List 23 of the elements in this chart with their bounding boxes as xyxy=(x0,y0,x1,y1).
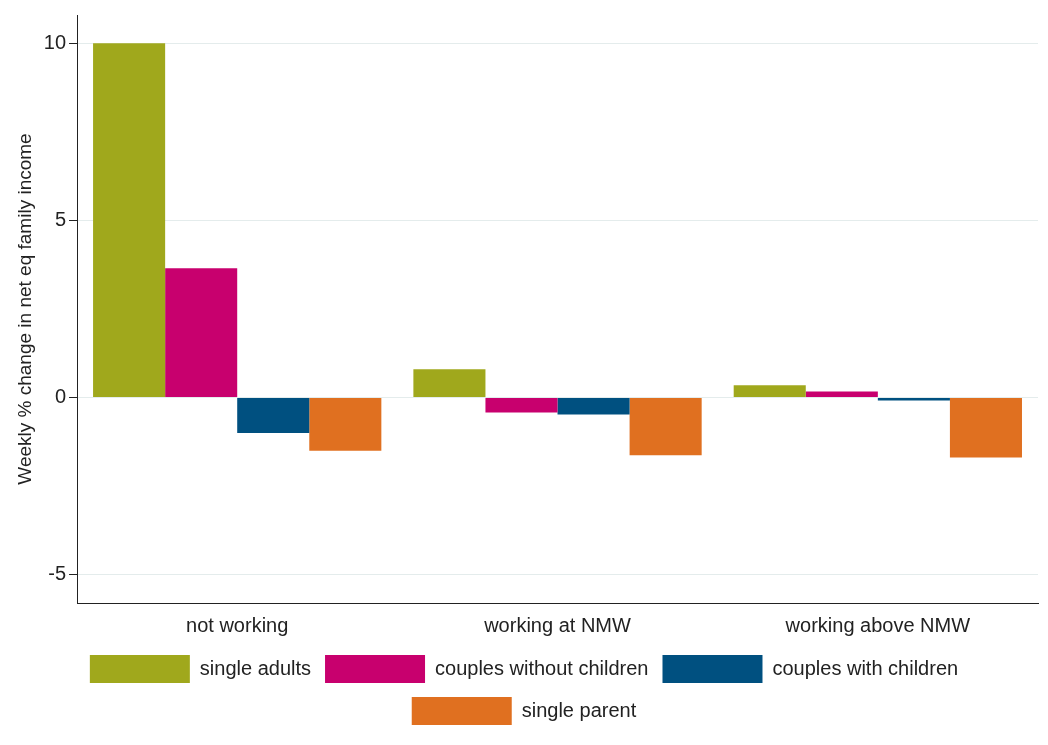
y-axis-title: Weekly % change in net eq family income xyxy=(13,133,35,485)
y-tick-label: 10 xyxy=(43,30,67,53)
bar xyxy=(629,398,702,456)
bar xyxy=(237,398,310,433)
bar xyxy=(413,369,486,398)
legend-label: single parent xyxy=(521,698,637,721)
bar xyxy=(309,398,382,451)
x-tick-label: working above NMW xyxy=(784,613,971,636)
y-tick-label: -5 xyxy=(48,562,67,585)
bar xyxy=(949,398,1022,458)
y-tick-label: 5 xyxy=(54,207,67,230)
legend-label: couples with children xyxy=(772,656,959,679)
legend-label: single adults xyxy=(199,656,312,679)
bar xyxy=(93,43,166,398)
bar xyxy=(805,391,878,398)
bar xyxy=(557,398,630,415)
y-tick-label: 0 xyxy=(54,385,67,408)
legend-label: couples without children xyxy=(435,656,649,679)
x-tick-label: not working xyxy=(186,613,289,636)
bar xyxy=(165,268,238,398)
bar xyxy=(485,398,558,413)
x-tick-label: working at NMW xyxy=(483,613,631,636)
bar xyxy=(733,385,806,398)
